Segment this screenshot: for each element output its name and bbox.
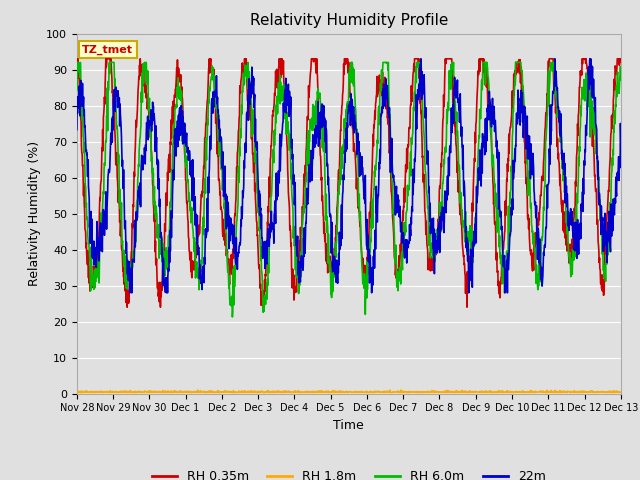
22m [417, 56, 425, 61]
Line: RH 0.35m: RH 0.35m [77, 59, 621, 307]
RH 0.35m [557, 202, 565, 207]
RH 1.8m [387, 387, 394, 393]
RH 1.8m [73, 389, 81, 395]
Legend: RH 0.35m, RH 1.8m, RH 6.0m, 22m: RH 0.35m, RH 1.8m, RH 6.0m, 22m [147, 465, 551, 480]
RH 0.35m [159, 268, 166, 274]
22m [557, 135, 565, 141]
RH 0.35m [73, 56, 81, 62]
RH 1.8m [158, 389, 166, 395]
RH 1.8m [617, 390, 625, 396]
Line: RH 1.8m: RH 1.8m [77, 390, 621, 393]
RH 6.0m [477, 78, 485, 84]
RH 6.0m [73, 71, 81, 77]
Text: TZ_tmet: TZ_tmet [82, 44, 133, 55]
RH 1.8m [557, 389, 565, 395]
22m [335, 251, 342, 256]
X-axis label: Time: Time [333, 419, 364, 432]
22m [73, 127, 81, 132]
RH 0.35m [74, 56, 82, 61]
22m [611, 212, 618, 218]
RH 1.8m [419, 390, 426, 396]
RH 0.35m [124, 304, 131, 310]
RH 6.0m [557, 134, 565, 140]
RH 0.35m [325, 259, 333, 265]
RH 6.0m [228, 314, 236, 320]
Title: Relativity Humidity Profile: Relativity Humidity Profile [250, 13, 448, 28]
22m [126, 290, 134, 296]
Y-axis label: Relativity Humidity (%): Relativity Humidity (%) [28, 141, 40, 286]
22m [477, 145, 485, 151]
RH 1.8m [335, 389, 342, 395]
RH 0.35m [611, 79, 618, 84]
RH 6.0m [335, 189, 343, 195]
RH 0.35m [477, 56, 485, 61]
RH 6.0m [74, 60, 82, 65]
RH 6.0m [611, 108, 618, 114]
Line: 22m: 22m [77, 59, 621, 293]
RH 6.0m [617, 77, 625, 83]
22m [158, 245, 166, 251]
Line: RH 6.0m: RH 6.0m [77, 62, 621, 317]
RH 1.8m [477, 388, 485, 394]
RH 6.0m [158, 259, 166, 264]
RH 0.35m [335, 179, 343, 185]
22m [324, 174, 332, 180]
RH 6.0m [325, 252, 333, 258]
RH 1.8m [611, 389, 618, 395]
22m [617, 136, 625, 142]
RH 1.8m [324, 390, 332, 396]
RH 0.35m [617, 60, 625, 65]
